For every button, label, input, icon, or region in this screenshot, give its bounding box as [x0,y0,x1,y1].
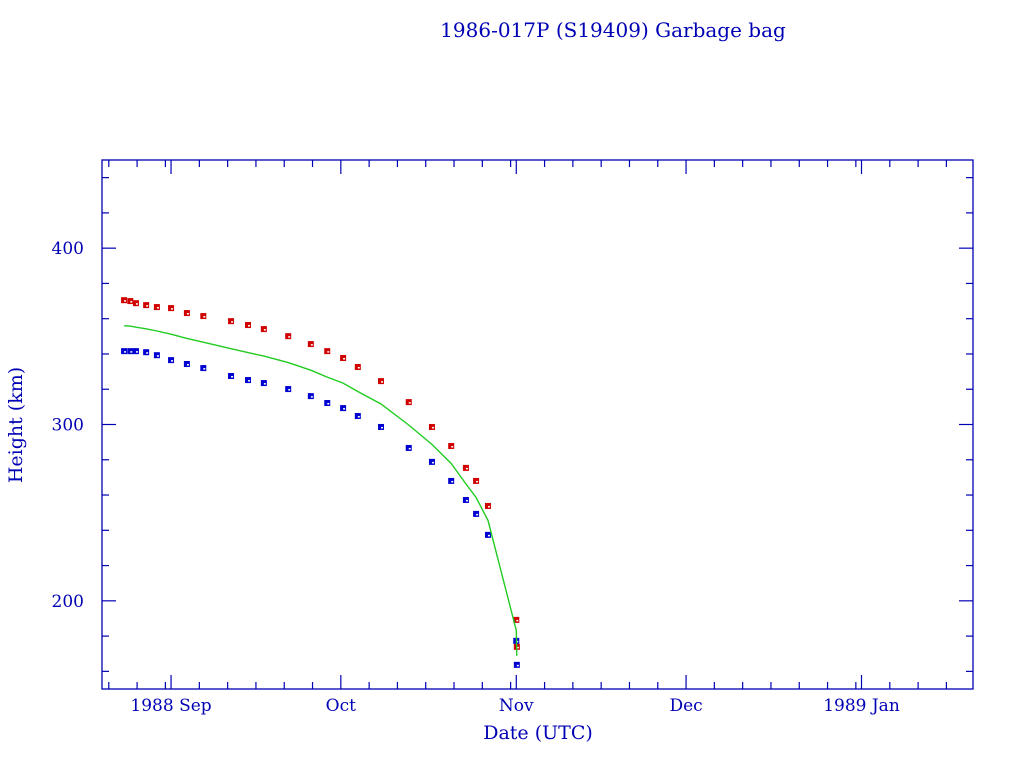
perigee-point-notch [156,355,159,357]
perigee-point-notch [171,360,174,362]
perigee-point-notch [124,351,127,353]
y-tick-label: 200 [52,592,84,612]
apogee-point-notch [343,358,346,360]
perigee-point-notch [135,351,138,353]
perigee-point-notch [431,461,434,464]
perigee-point-notch [203,368,206,370]
perigee-point-notch [248,380,251,382]
apogee-point-notch [431,426,434,429]
y-tick-label: 300 [52,416,84,436]
perigee-point-notch [130,351,133,353]
apogee-point-notch [231,321,234,323]
perigee-point-notch [516,664,519,667]
apogee-point-notch [381,381,384,383]
chart-title: 1986-017P (S19409) Garbage bag [440,18,786,42]
x-tick-label: 1989 Jan [823,696,900,716]
apogee-point-notch [310,344,313,346]
mean-line [124,325,518,656]
apogee-point-notch [357,367,360,369]
apogee-point-notch [171,308,174,310]
perigee-point-notch [516,640,519,643]
perigee-point-notch [310,396,313,398]
perigee-point-notch [465,499,468,502]
perigee-point-notch [408,447,411,450]
perigee-point-notch [327,402,330,405]
tick-labels: 200 300 400 1988 Sep Oct Nov Dec 1989 Jan [52,239,900,716]
x-tick-label: Nov [499,696,534,716]
y-axis-label: Height (km) [5,367,27,483]
apogee-point-notch [476,480,479,483]
apogee-point-notch [186,313,189,315]
perigee-point-notch [263,383,266,385]
perigee-point-notch [451,480,454,483]
apogee-point-notch [487,505,490,508]
apogee-point-notch [263,329,266,331]
perigee-point-notch [476,513,479,516]
apogee-point-notch [203,316,206,318]
perigee-point-notch [231,376,234,378]
apogee-point-notch [248,325,251,327]
apogee-point-notch [465,467,468,470]
perigee-point-notch [288,389,291,391]
apogee-point-notch [451,446,454,448]
plot-frame [101,159,974,690]
x-axis-label: Date (UTC) [483,722,593,744]
x-tick-label: Dec [669,696,702,716]
y-tick-label: 400 [52,239,84,259]
perigee-point-notch [381,426,384,429]
apogee-point-notch [408,402,411,404]
perigee-point-notch [186,364,189,366]
apogee-point-notch [146,305,149,307]
x-tick-label: 1988 Sep [130,696,211,716]
apogee-point-notch [135,303,138,305]
perigee-point-notch [343,408,346,410]
apogee-point-notch [288,336,291,338]
apogee-point-notch [327,351,330,353]
apogee-point-notch [516,646,519,649]
apogee-point-notch [156,307,159,309]
apogee-point-notch [124,300,127,302]
perigee-point-notch [487,534,490,537]
apogee-point-notch [516,619,519,622]
perigee-point-notch [357,416,360,418]
series-group [121,297,520,668]
axis-ticks [102,160,973,689]
perigee-point-notch [146,352,149,354]
x-tick-label: Oct [326,696,356,716]
apogee-point-notch [130,301,133,303]
